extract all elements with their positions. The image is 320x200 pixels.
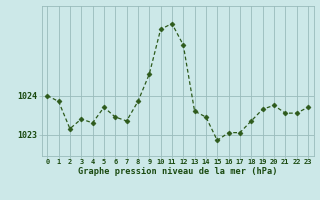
X-axis label: Graphe pression niveau de la mer (hPa): Graphe pression niveau de la mer (hPa)	[78, 167, 277, 176]
